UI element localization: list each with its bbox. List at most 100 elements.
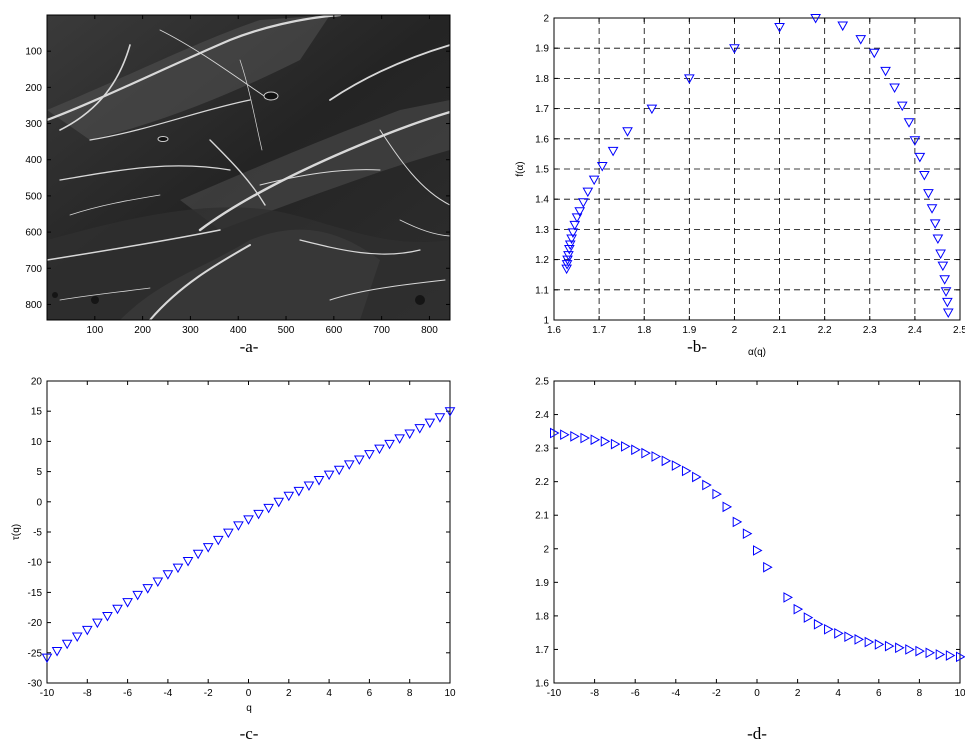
panel-d-data-point — [692, 471, 702, 483]
panel-c-data-point — [333, 465, 345, 476]
panel-d-data-point — [915, 645, 925, 657]
panel-b-data-point — [646, 104, 658, 115]
panel-d-xtick-label: 2 — [795, 688, 801, 699]
panel-b-data-point — [569, 220, 581, 231]
panel-b-ylabel: f(α) — [515, 161, 526, 176]
panel-c-data-point — [71, 632, 83, 643]
panel-c-xtick-label: -10 — [40, 688, 55, 699]
panel-d-ytick-label: 1.9 — [535, 578, 549, 589]
panel-c-ytick-label: -10 — [28, 558, 43, 569]
panel-b-data-point — [810, 14, 821, 24]
panel-b-xtick-label: 2.3 — [863, 325, 877, 336]
panel-d-data-point — [824, 623, 834, 635]
panel-b-xtick-label: 2.5 — [953, 325, 965, 336]
panel-b-ytick-label: 1.9 — [535, 44, 549, 55]
panel-c-data-point — [142, 584, 154, 594]
panel-b-ytick-label: 1.7 — [535, 104, 549, 115]
panel-b-data-point — [919, 171, 930, 181]
panel-d-data-point — [844, 631, 854, 643]
panel-d-series — [550, 427, 965, 663]
panel-c-data-point — [444, 407, 456, 417]
panel-b-xtick-label: 2 — [732, 325, 738, 336]
panel-b-data-point — [935, 249, 946, 260]
panel-b-data-point — [932, 234, 944, 244]
panel-c-xtick-label: -8 — [83, 688, 92, 699]
panel-a-ytick-label: 300 — [25, 119, 42, 130]
panel-d-data-point — [803, 612, 814, 623]
panel-c-ytick-label: 0 — [36, 497, 42, 508]
panel-d-data-point — [671, 460, 682, 471]
panel-c-data-point — [212, 535, 224, 546]
panel-c-data-point — [41, 653, 53, 664]
panel-d-ytick-label: 2.5 — [535, 377, 549, 388]
panel-c-data-point — [182, 556, 194, 567]
panel-a-xtick-label: 600 — [325, 325, 342, 336]
panel-c-xtick-label: -2 — [204, 688, 213, 699]
panel-b-xtick-label: 2.1 — [773, 325, 787, 336]
panel-b-xtick-label: 2.4 — [908, 325, 922, 336]
panel-c-data-point — [313, 476, 325, 486]
panel-d-data-point — [935, 649, 946, 660]
panel-c-data-point — [323, 470, 335, 481]
panel-c-data-point — [172, 563, 184, 574]
panel-b-data-point — [937, 261, 949, 272]
panel-b-ytick-label: 1.5 — [535, 165, 549, 176]
panel-a-ytick-label: 200 — [25, 83, 42, 94]
panel-b-data-point — [868, 48, 880, 59]
panel-d-xtick-label: 8 — [917, 688, 923, 699]
panel-c-data-point — [253, 509, 264, 520]
panel-b-data-point — [574, 207, 586, 217]
panel-c-data-point — [414, 424, 426, 434]
panel-b-data-point — [939, 275, 951, 285]
panel-c-xtick-label: 4 — [326, 688, 332, 699]
panel-c-data-point — [243, 515, 254, 525]
panel-c-xtick-label: 6 — [367, 688, 373, 699]
panel-d-data-point — [621, 441, 631, 452]
panel-b-data-point — [564, 240, 576, 251]
panel-a-xtick-label: 100 — [86, 325, 103, 336]
sem-micrograph-image — [47, 15, 450, 320]
panel-a-ytick-label: 600 — [25, 228, 42, 239]
panel-b-xlabel: α(q) — [748, 347, 766, 358]
panel-b-data-point — [563, 245, 575, 255]
panel-d-data-point — [681, 465, 692, 477]
panel-c-xtick-label: 2 — [286, 688, 292, 699]
panel-b-data-point — [903, 118, 915, 128]
panel-c-data-point — [122, 598, 133, 608]
panel-d-data-point — [732, 516, 743, 528]
panel-d-data-point — [834, 627, 844, 639]
panel-d-xtick-label: -6 — [631, 688, 640, 699]
panel-d-data-point — [854, 634, 865, 645]
panel-c-data-point — [353, 455, 365, 466]
panel-d-xtick-label: -8 — [590, 688, 599, 699]
panel-d-data-point — [641, 447, 651, 459]
panel-d-ytick-label: 1.7 — [535, 645, 549, 656]
panel-b-data-point — [940, 287, 952, 297]
panel-b-data-point — [942, 308, 954, 318]
panel-c-data-point — [293, 486, 305, 497]
panel-d-data-point — [905, 644, 915, 655]
panel-c-ytick-label: 15 — [31, 407, 43, 418]
panel-b-data-point — [729, 44, 740, 54]
panel-a: 100 200 300 400 500 600 700 800 100 200 300 400 500 6… — [25, 14, 451, 356]
panel-d-data-point — [580, 432, 590, 444]
panel-d-data-point — [702, 479, 712, 491]
panel-d-ytick-label: 2.1 — [535, 511, 549, 522]
panel-a-ytick-label: 400 — [25, 155, 42, 166]
panel-b-data-point — [889, 83, 900, 93]
panel-c-xtick-label: -6 — [123, 688, 132, 699]
panel-d-xtick-label: -2 — [712, 688, 721, 699]
panel-c-series — [41, 407, 456, 664]
panel-c-data-point — [283, 491, 295, 502]
panel-d-ytick-label: 1.6 — [535, 679, 549, 690]
panel-c-data-point — [263, 503, 275, 514]
panel-d-ytick-label: 2.4 — [535, 410, 549, 421]
panel-b-data-point — [596, 161, 608, 172]
panel-c-label: -c- — [240, 724, 259, 743]
panel-d-data-point — [925, 647, 936, 659]
panel-b-ytick-label: 1.2 — [535, 255, 549, 266]
panel-d-data-point — [560, 429, 570, 441]
panel-d-label: -d- — [747, 724, 767, 743]
panel-a-frame — [46, 14, 451, 321]
